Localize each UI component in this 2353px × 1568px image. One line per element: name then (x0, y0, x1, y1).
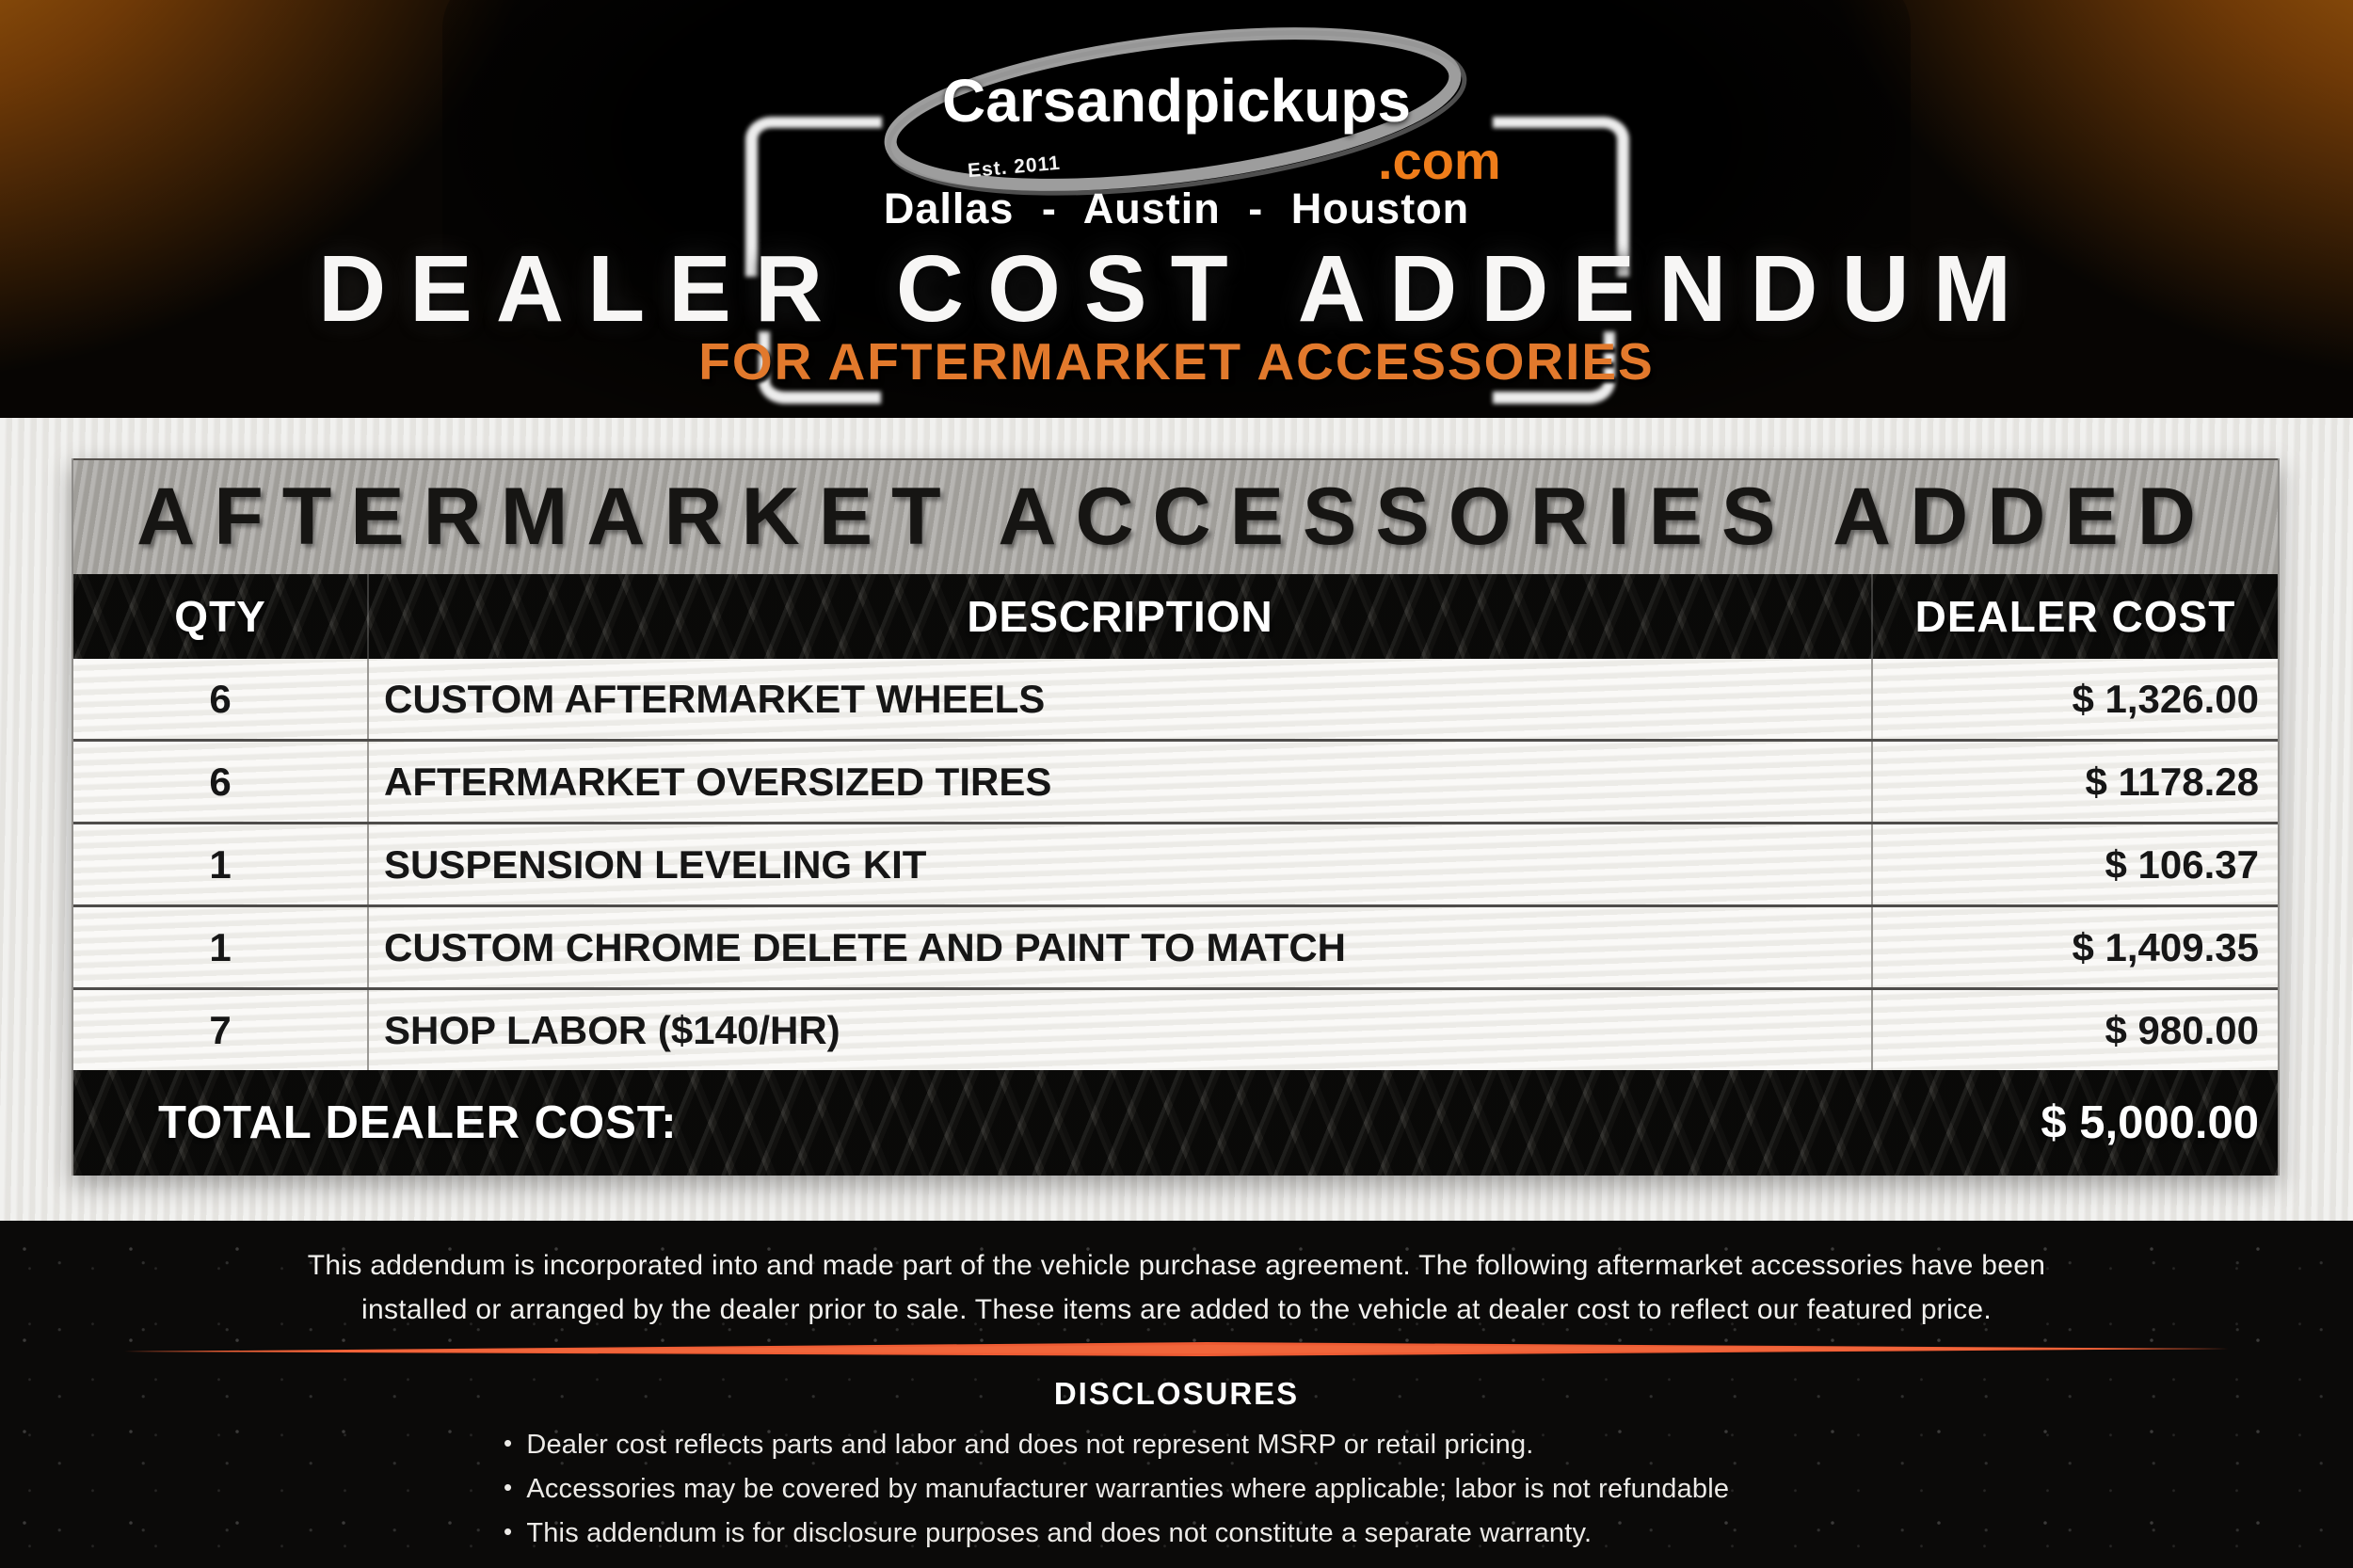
row-description: SUSPENSION LEVELING KIT (369, 824, 1873, 904)
page-title: DEALER COST ADDENDUM (317, 236, 2036, 342)
row-qty: 7 (73, 990, 369, 1070)
disclosure-item: This addendum is for disclosure purposes… (504, 1512, 1849, 1556)
row-cost: $ 106.37 (2105, 841, 2260, 887)
accessories-table: AFTERMARKET ACCESSORIES ADDED QTY DESCRI… (72, 458, 2280, 1176)
truck-right-headlight-icon (1493, 117, 1629, 277)
row-qty: 6 (73, 659, 369, 739)
disclosure-item: Dealer cost reflects parts and labor and… (504, 1423, 1849, 1467)
row-description: SHOP LABOR ($140/HR) (369, 990, 1873, 1070)
row-qty: 6 (73, 742, 369, 822)
row-cost: $ 1178.28 (2085, 759, 2259, 804)
table-header-row: QTY DESCRIPTION DEALER COST (73, 574, 2278, 659)
row-description: CUSTOM CHROME DELETE AND PAINT TO MATCH (369, 907, 1873, 987)
document-body: AFTERMARKET ACCESSORIES ADDED QTY DESCRI… (0, 418, 2353, 1221)
row-qty: 1 (73, 824, 369, 904)
orange-divider-line (124, 1341, 2229, 1356)
row-cost: $ 1,409.35 (2072, 924, 2259, 969)
agreement-paragraph: This addendum is incorporated into and m… (307, 1250, 2046, 1326)
truck-right-foglight-icon (1493, 331, 1615, 404)
table-row: 6 CUSTOM AFTERMARKET WHEELS $ 1,326.00 (73, 659, 2278, 739)
dealer-logo: Carsandpickups Est. 2011 .com (809, 24, 1544, 203)
row-cost: $ 980.00 (2105, 1007, 2260, 1052)
table-total-row: TOTAL DEALER COST: $ 5,000.00 (73, 1070, 2278, 1176)
row-qty: 1 (73, 907, 369, 987)
total-value: $ 5,000.00 (2041, 1097, 2259, 1148)
page-subtitle: FOR AFTERMARKET ACCESSORIES (698, 332, 1655, 391)
total-label: TOTAL DEALER COST: (158, 1097, 678, 1148)
row-description: AFTERMARKET OVERSIZED TIRES (369, 742, 1873, 822)
row-cost: $ 1,326.00 (2072, 676, 2259, 721)
column-header-description: DESCRIPTION (369, 574, 1873, 659)
truck-left-foglight-icon (759, 331, 881, 404)
disclosures-list: Dealer cost reflects parts and labor and… (504, 1423, 1849, 1556)
table-title: AFTERMARKET ACCESSORIES ADDED (73, 458, 2278, 574)
footer-section: This addendum is incorporated into and m… (0, 1221, 2353, 1568)
table-row: 1 CUSTOM CHROME DELETE AND PAINT TO MATC… (73, 904, 2278, 987)
header-banner: Carsandpickups Est. 2011 .com Dallas - A… (0, 0, 2353, 442)
dealer-locations: Dallas - Austin - Houston (883, 184, 1470, 232)
logo-wordmark: Carsandpickups (942, 67, 1411, 135)
disclosure-item: Accessories may be covered by manufactur… (504, 1467, 1849, 1512)
logo-swoosh-icon (884, 27, 1467, 196)
truck-silhouette (442, 0, 1911, 442)
disclosures-heading: DISCLOSURES (1053, 1375, 1300, 1411)
table-row: 7 SHOP LABOR ($140/HR) $ 980.00 (73, 987, 2278, 1070)
table-row: 6 AFTERMARKET OVERSIZED TIRES $ 1178.28 (73, 739, 2278, 822)
row-description: CUSTOM AFTERMARKET WHEELS (369, 659, 1873, 739)
column-header-qty: QTY (73, 574, 369, 659)
truck-left-headlight-icon (745, 117, 882, 277)
logo-tld-text: .com (1378, 131, 1501, 190)
table-row: 1 SUSPENSION LEVELING KIT $ 106.37 (73, 822, 2278, 904)
column-header-dealer-cost: DEALER COST (1914, 592, 2236, 641)
